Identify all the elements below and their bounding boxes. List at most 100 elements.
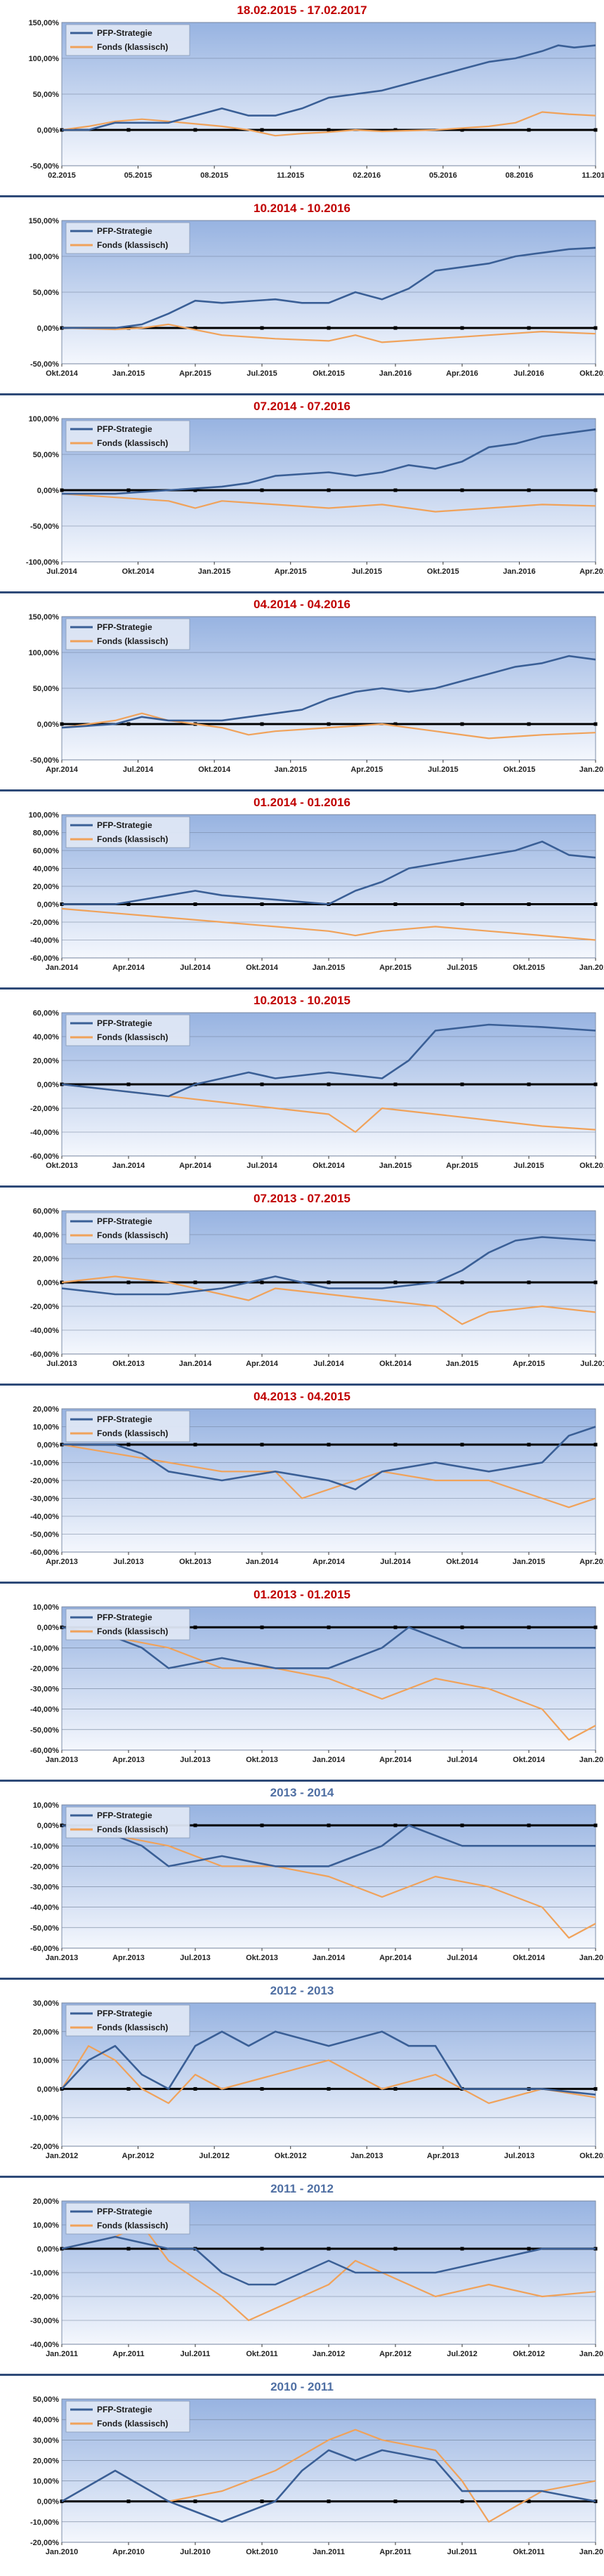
y-tick-label: 10,00% — [33, 1801, 60, 1810]
x-tick-label: Jan.2013 — [46, 1954, 78, 1962]
y-tick-label: 150,00% — [29, 217, 60, 225]
x-tick-label: Okt.2012 — [513, 2350, 545, 2358]
y-tick-label: 80,00% — [33, 829, 60, 838]
x-tick-label: 11.2015 — [277, 171, 304, 180]
x-tick-label: Apr.2015 — [275, 567, 307, 576]
y-tick-label: 20,00% — [33, 2028, 60, 2037]
legend: PFP-Strategie Fonds (klassisch) — [65, 816, 190, 848]
series-line-fund — [61, 1825, 596, 1939]
x-tick-label: Okt.2013 — [112, 1360, 145, 1368]
chart-panel: 2013 - 2014 -60,00% -50,00% -40,00% -30,00% -… — [0, 1782, 604, 1980]
legend: PFP-Strategie Fonds (klassisch) — [65, 1410, 190, 1443]
y-tick-label: -50,00% — [30, 523, 59, 531]
legend-box — [65, 1212, 190, 1244]
x-tick-label: Jan.2014 — [246, 1558, 279, 1566]
baseline-marker — [327, 1625, 331, 1629]
x-tick-label: Apr.2013 — [112, 1954, 145, 1962]
series-line-strategy — [62, 428, 596, 495]
x-tick-label: Okt.2015 — [513, 964, 545, 972]
chart-svg: 10.2014 - 10.2016 -50,00% 0,00% 50,00% 100,0… — [29, 202, 604, 378]
x-tick-label: Okt.2013 — [246, 1954, 278, 1962]
y-tick-label: 0,00% — [37, 1822, 59, 1830]
x-tick-label: Jan.2014 — [112, 1162, 145, 1170]
legend-label-strategy: PFP-Strategie — [97, 28, 152, 38]
baseline-marker — [126, 722, 131, 726]
x-tick-label: Okt.2014 — [446, 1558, 479, 1566]
baseline-marker — [593, 722, 598, 726]
legend-label-fund: Fonds (klassisch) — [97, 834, 168, 844]
y-tick-label: 0,00% — [37, 1279, 59, 1287]
y-tick-label: -20,00% — [30, 919, 59, 927]
chart-panel: 2011 - 2012 -40,00% -30,00% -20,00% -10,00% 0… — [0, 2179, 604, 2377]
chart-panel: 07.2013 - 07.2015 -60,00% -40,00% -20,00% 0,… — [0, 1188, 604, 1386]
y-tick-label: 50,00% — [33, 91, 60, 99]
x-tick-label: Jul.2016 — [513, 369, 544, 378]
x-tick-label: Jan.2013 — [579, 2350, 604, 2358]
legend-label-strategy: PFP-Strategie — [97, 424, 152, 434]
legend-box — [65, 1410, 190, 1443]
x-tick-label: Okt.2015 — [579, 1162, 604, 1170]
baseline-marker — [260, 2499, 264, 2504]
x-tick-label: Apr.2014 — [246, 1360, 279, 1368]
baseline-marker — [193, 2087, 197, 2091]
y-tick-label: 0,00% — [37, 2085, 59, 2094]
x-tick-label: Okt.2014 — [46, 369, 79, 378]
y-tick-label: -60,00% — [30, 1549, 59, 1557]
baseline-marker — [193, 488, 197, 492]
legend-box — [65, 2202, 190, 2235]
x-tick-label: Okt.2016 — [579, 369, 604, 378]
chart-panel: 18.02.2015 - 17.02.2017 -50,00% 0,00% 50,00… — [0, 0, 604, 198]
legend-label-fund: Fonds (klassisch) — [97, 1825, 168, 1834]
y-tick-label: 0,00% — [37, 2245, 59, 2254]
baseline-marker — [527, 1625, 531, 1629]
x-tick-label: Okt.2013 — [179, 1558, 211, 1566]
x-tick-label: Jan.2016 — [379, 369, 412, 378]
baseline-marker — [393, 2499, 398, 2504]
panel-separator — [0, 987, 604, 990]
panel-separator — [0, 1978, 604, 1980]
legend-box — [65, 1014, 190, 1046]
baseline-marker — [260, 1625, 264, 1629]
x-tick-label: Apr.2013 — [46, 1558, 78, 1566]
baseline-marker — [193, 2499, 197, 2504]
baseline-marker — [327, 326, 331, 330]
y-tick-label: -40,00% — [30, 1129, 59, 1137]
chart-panel: 07.2014 - 07.2016 -100,00% -50,00% 0,00% 50,… — [0, 396, 604, 594]
y-tick-label: -50,00% — [30, 1531, 59, 1539]
x-tick-label: Jul.2013 — [180, 1756, 210, 1764]
y-tick-label: 60,00% — [33, 847, 60, 855]
y-tick-label: -50,00% — [30, 1726, 59, 1735]
chart-panel: 01.2013 - 01.2015 -60,00% -50,00% -40,00% -3… — [0, 1584, 604, 1782]
x-tick-label: Apr.2016 — [579, 567, 604, 576]
legend-label-fund: Fonds (klassisch) — [97, 240, 168, 250]
y-tick-label: 40,00% — [33, 1033, 60, 1041]
x-tick-label: Jan.2010 — [46, 2548, 78, 2556]
x-tick-label: Okt.2013 — [46, 1162, 78, 1170]
chart-svg: 04.2013 - 04.2015 -60,00% -50,00% -40,00% -3… — [30, 1390, 604, 1566]
baseline-marker — [193, 128, 197, 132]
baseline-marker — [327, 2247, 331, 2251]
legend-label-strategy: PFP-Strategie — [97, 1018, 152, 1028]
baseline-marker — [260, 902, 264, 906]
baseline-marker — [393, 2247, 398, 2251]
baseline-marker — [327, 488, 331, 492]
baseline-marker — [126, 1280, 131, 1284]
x-tick-label: Jan.2015 — [579, 1756, 604, 1764]
x-tick-label: Jan.2013 — [46, 1756, 78, 1764]
y-tick-label: -50,00% — [30, 162, 59, 171]
y-tick-label: -20,00% — [30, 2539, 59, 2547]
y-tick-label: -30,00% — [30, 1495, 59, 1504]
baseline-marker — [593, 1443, 598, 1447]
y-tick-label: 60,00% — [33, 1009, 60, 1018]
baseline-marker — [327, 128, 331, 132]
baseline-marker — [460, 722, 464, 726]
baseline-marker — [593, 1082, 598, 1086]
x-tick-label: Apr.2015 — [350, 765, 383, 774]
y-tick-label: 10,00% — [33, 2221, 60, 2230]
chart-svg: 2012 - 2013 -20,00% -10,00% 0,00% 10,00% 20,0… — [30, 1984, 604, 2160]
x-tick-label: Jan.2016 — [579, 765, 604, 774]
x-tick-label: Apr.2015 — [446, 1162, 478, 1170]
baseline-marker — [193, 1443, 197, 1447]
y-tick-label: 10,00% — [33, 2478, 60, 2486]
x-tick-label: 08.2016 — [506, 171, 534, 180]
